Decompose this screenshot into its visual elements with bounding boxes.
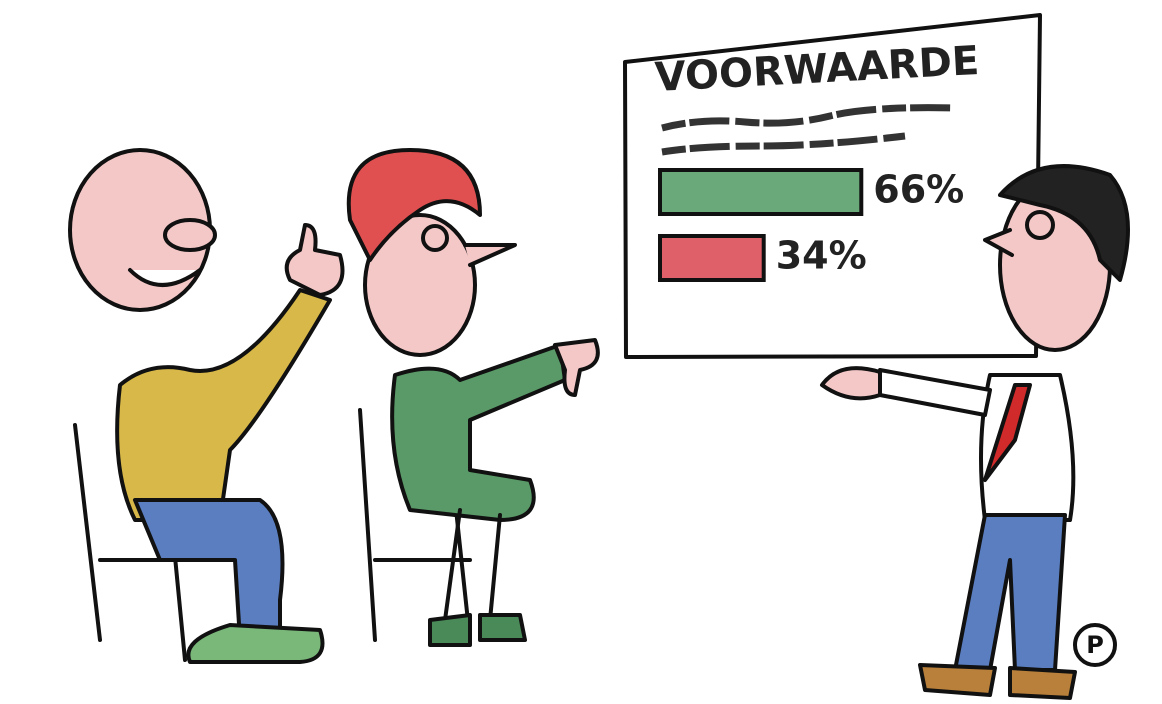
shoes bbox=[430, 615, 525, 645]
thumb-up bbox=[287, 225, 343, 295]
nose bbox=[165, 220, 215, 250]
arm bbox=[880, 370, 990, 415]
dress bbox=[392, 345, 565, 520]
bar bbox=[660, 236, 764, 280]
bar bbox=[660, 170, 861, 214]
signature: P bbox=[1086, 631, 1104, 659]
nose bbox=[465, 245, 515, 265]
shoes bbox=[920, 665, 1075, 698]
shirt bbox=[117, 290, 330, 520]
value-label: 34% bbox=[776, 234, 867, 278]
pants bbox=[955, 515, 1065, 670]
value-label: 66% bbox=[873, 168, 964, 212]
shoe bbox=[188, 625, 322, 662]
pants bbox=[135, 500, 283, 640]
legs bbox=[445, 510, 500, 620]
cartoon: VOORWAARDE 66%34% P bbox=[0, 0, 1162, 704]
hand bbox=[822, 368, 880, 398]
